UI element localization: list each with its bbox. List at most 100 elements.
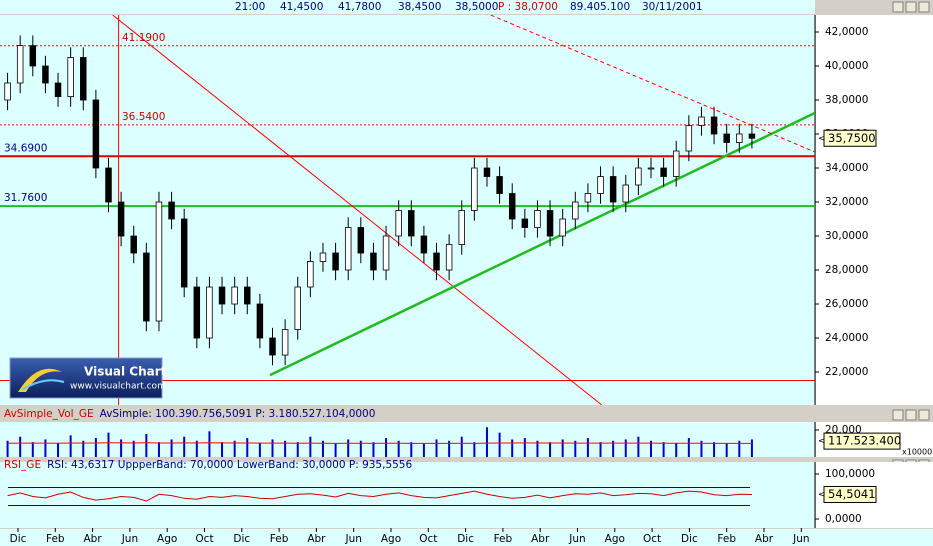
time-tick-label: Feb [270, 533, 289, 545]
panel-title-bar [0, 458, 890, 462]
candle-body [370, 252, 377, 271]
candle-body [105, 167, 112, 203]
last-value-label: 117.523.400 [828, 434, 901, 448]
candle-body [307, 261, 314, 288]
panel-legend: AvSimple_Vol_GE AvSimple: 100.390.756,509… [4, 408, 375, 420]
candle-body [130, 235, 137, 254]
time-axis-background [0, 529, 933, 546]
rsi-line [7, 490, 752, 502]
last-value-label: 35,7500 [828, 131, 876, 145]
minimize-button[interactable] [892, 1, 904, 13]
candle-body [508, 193, 516, 220]
logo-url: www.visualchart.com [70, 382, 166, 392]
candle-body [117, 201, 125, 237]
candle-body [420, 235, 428, 254]
time-tick-label: Abr [84, 533, 103, 545]
plot-area: 41.1900 36.5400 34.6900 31.7600 [0, 15, 815, 405]
candle-body [168, 201, 175, 220]
candle-body [256, 303, 264, 339]
candle-body [647, 167, 655, 170]
panel-legend: RSI_GE RSI: 43,6317 UppperBand: 70,0000 L… [4, 459, 412, 471]
candle-body [521, 218, 529, 228]
candle-body [319, 252, 327, 262]
time-tick-label: Abr [307, 533, 326, 545]
y-tick-label: 0,0000 [825, 513, 862, 525]
time-tick-label: Abr [755, 533, 774, 545]
panel-title-bar [0, 406, 890, 421]
average-line [7, 442, 752, 444]
time-tick-label: Feb [717, 533, 736, 545]
minimize-button[interactable] [892, 409, 904, 421]
close-button[interactable] [918, 409, 930, 421]
header-field: P : 38,0700 [498, 1, 558, 13]
candle-body [143, 252, 150, 322]
candle-body [180, 218, 188, 288]
candle-body [672, 150, 680, 177]
level-label: 41.1900 [122, 32, 165, 44]
candle-body [193, 286, 201, 339]
y-tick-label: 34,0000 [825, 162, 868, 174]
time-tick-label: Jun [568, 533, 585, 545]
candle-body [445, 244, 453, 271]
candle-body [231, 286, 238, 305]
y-tick-label: 30,0000 [825, 230, 868, 242]
candle-body [685, 125, 693, 152]
candle-body [433, 252, 440, 271]
time-tick-label: Oct [643, 533, 661, 545]
candle-body [572, 201, 579, 220]
time-tick-label: Oct [195, 533, 213, 545]
last-value-box [823, 432, 901, 450]
candle-body [471, 167, 478, 211]
logo: Visual Chart www.visualchart.com [9, 357, 167, 399]
candle-body [660, 167, 667, 177]
candle-body [54, 82, 62, 98]
logo-title: Visual Chart [84, 365, 167, 379]
last-value-box [823, 485, 877, 503]
time-tick-label: Feb [46, 533, 65, 545]
candle-body [609, 176, 617, 203]
header-field: 89.405.100 [570, 1, 630, 13]
time-tick-label: Ago [605, 533, 625, 545]
close-button[interactable] [918, 1, 930, 13]
unit-label: x10000 [902, 448, 932, 457]
series-stats: AvSimple: 100.390.756,5091 P: 3.180.527.… [100, 408, 376, 420]
axis-background [816, 15, 933, 405]
candle-body [408, 210, 415, 237]
time-tick-label: Dic [457, 533, 474, 545]
candle-body [710, 116, 718, 135]
candle-body [597, 176, 604, 194]
time-tick-label: Jun [344, 533, 361, 545]
maximize-button[interactable] [905, 409, 917, 421]
time-tick-label: Abr [531, 533, 550, 545]
candle-body [42, 65, 49, 84]
y-tick-label: 38,0000 [825, 94, 868, 106]
last-arrow: < [818, 437, 826, 447]
trend-line [112, 15, 603, 405]
candle-body [736, 133, 743, 143]
header-field: 41,7800 [338, 1, 381, 13]
candle-body [382, 235, 390, 271]
level-label: 31.7600 [4, 192, 47, 204]
candle-body [80, 57, 87, 101]
header-field: 41,4500 [280, 1, 323, 13]
last-value-label: 54,5041 [828, 487, 876, 501]
y-tick-label: 22,0000 [825, 366, 868, 378]
last-value-box [823, 129, 877, 147]
header-field: 38,4500 [398, 1, 441, 13]
candle-body [29, 45, 37, 67]
series-name: AvSimple_Vol_GE [4, 408, 94, 420]
candle-body [16, 45, 24, 84]
candle-body [546, 210, 554, 237]
maximize-button[interactable] [905, 1, 917, 13]
header-field: 38,5000 [455, 1, 498, 13]
y-tick-label: 24,0000 [825, 332, 868, 344]
panel-background [0, 15, 815, 405]
candle-body [723, 133, 730, 143]
y-tick-label: 42,0000 [825, 26, 868, 38]
y-tick-label: 26,0000 [825, 298, 868, 310]
candle-body [357, 227, 365, 254]
y-tick-label: 100,0000 [825, 468, 875, 480]
